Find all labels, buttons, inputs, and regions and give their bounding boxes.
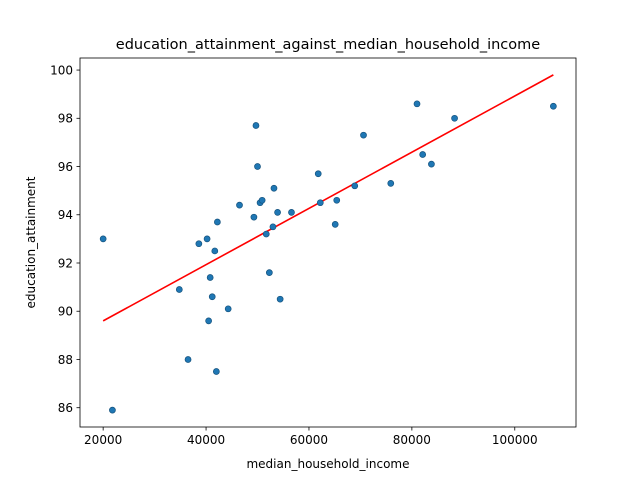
data-point (195, 240, 203, 248)
data-point (184, 356, 192, 363)
data-point (236, 201, 243, 209)
data-point (250, 213, 258, 221)
chart-title: education_attainment_against_median_hous… (116, 37, 540, 53)
fit-line (102, 74, 554, 322)
data-point (428, 160, 435, 168)
data-point (288, 209, 295, 216)
x-tick-label: 80000 (393, 433, 431, 447)
data-point (274, 209, 281, 216)
data-point (212, 368, 220, 375)
y-tick-label: 94 (58, 208, 73, 222)
y-tick-label: 86 (58, 401, 73, 415)
x-tick-label: 40000 (187, 433, 225, 447)
data-point (254, 163, 261, 170)
data-point (262, 230, 270, 238)
data-point (203, 235, 211, 243)
data-point (175, 286, 183, 293)
data-point (258, 196, 266, 204)
data-point (252, 122, 260, 129)
y-tick-label: 90 (58, 305, 73, 319)
data-point (451, 114, 458, 122)
data-point (270, 184, 278, 192)
y-tick-label: 100 (50, 63, 73, 77)
data-point (109, 406, 116, 414)
y-tick-label: 88 (58, 353, 73, 367)
x-axis-label: median_household_income (246, 457, 409, 471)
data-point (314, 170, 322, 178)
data-point (269, 223, 277, 231)
y-axis-ticks: 86 88 90 92 94 96 98 100 (50, 63, 80, 415)
data-point (419, 151, 427, 158)
fit-line-layer (102, 74, 554, 322)
data-point (265, 269, 273, 276)
x-tick-label: 20000 (84, 433, 122, 447)
data-point (331, 221, 339, 228)
y-axis-label: education_attainment (24, 176, 38, 308)
x-tick-label: 60000 (290, 433, 328, 447)
plot-frame (79, 57, 577, 428)
data-point (99, 235, 107, 243)
y-tick-label: 96 (58, 160, 73, 174)
data-point (333, 196, 341, 204)
y-tick-label: 92 (58, 256, 73, 270)
y-tick-label: 98 (58, 112, 73, 126)
data-point (205, 317, 212, 325)
data-point (351, 182, 359, 190)
data-point (224, 305, 232, 313)
data-point (360, 131, 367, 139)
x-tick-label: 100000 (492, 433, 538, 447)
data-point (413, 100, 421, 108)
data-point (276, 295, 284, 303)
data-point (550, 102, 557, 110)
data-point (214, 218, 221, 226)
data-point (316, 199, 324, 207)
data-point (387, 180, 395, 187)
data-point (206, 274, 214, 281)
data-point (211, 247, 219, 255)
x-axis-ticks: 20000 40000 60000 80000 100000 (84, 427, 538, 447)
data-point (208, 293, 216, 301)
data-points-layer (99, 100, 557, 414)
